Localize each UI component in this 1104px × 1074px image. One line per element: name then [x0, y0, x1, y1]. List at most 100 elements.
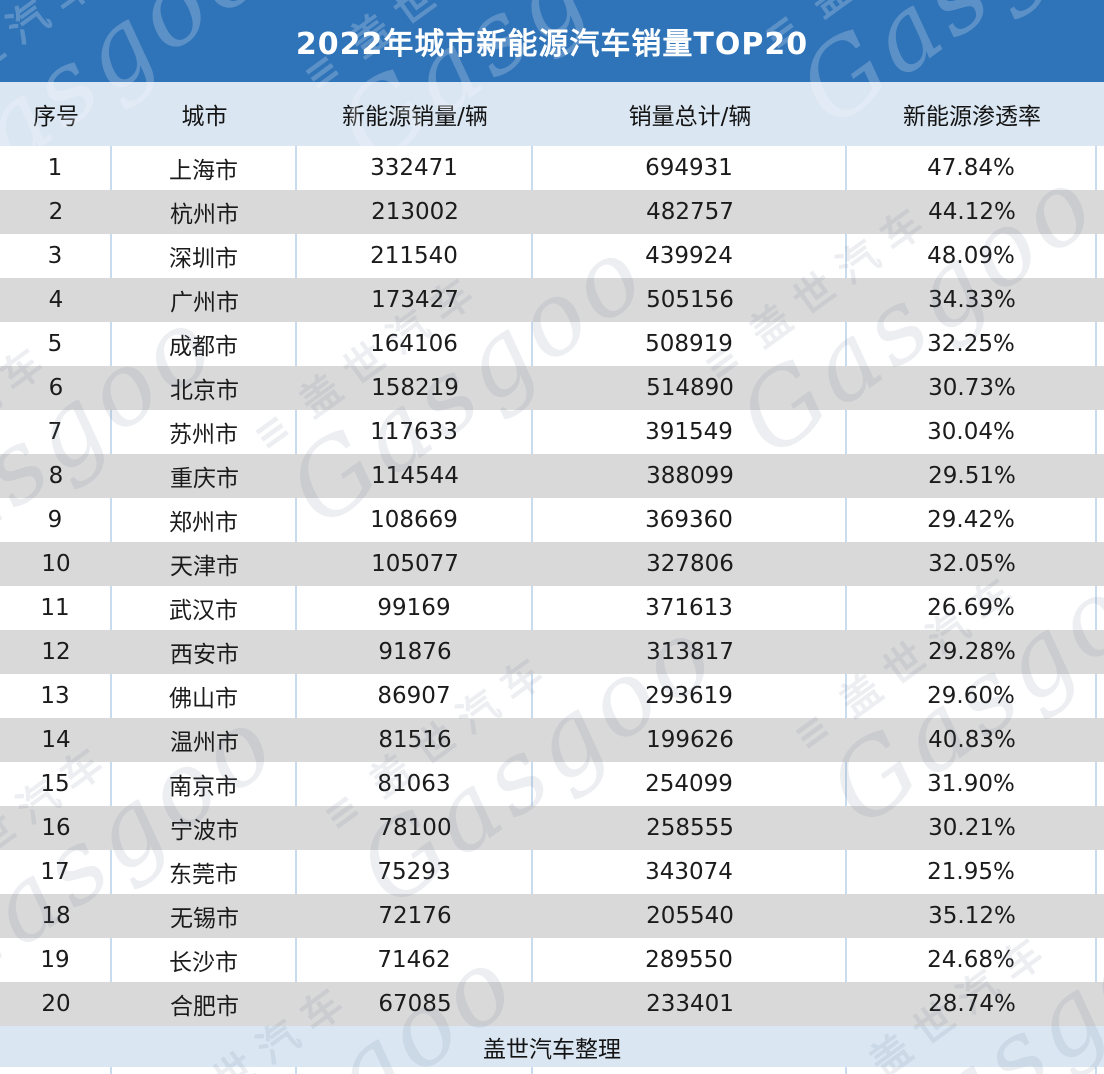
city-cell: 成都市 — [112, 322, 297, 366]
source-note: 盖世汽车整理 — [483, 1036, 621, 1063]
city-cell: 佛山市 — [112, 674, 297, 718]
total-sales-cell: 343074 — [533, 850, 847, 894]
total-sales-cell: 258555 — [646, 815, 734, 841]
row-edge-spacer — [1097, 630, 1104, 674]
penetration-cell: 29.51% — [928, 463, 1016, 489]
row-edge-spacer — [1097, 850, 1104, 894]
total-sales-cell: 289550 — [533, 938, 847, 982]
rank-cell: 7 — [0, 410, 112, 454]
city-cell: 广州市 — [170, 290, 239, 316]
total-sales-cell: 482757 — [646, 199, 734, 225]
rank-cell: 8 — [48, 463, 64, 489]
total-sales-cell: 254099 — [533, 762, 847, 806]
city-cell: 重庆市 — [170, 466, 239, 492]
rank-cell: 1 — [0, 146, 112, 190]
total-sales-cell: 514890 — [646, 375, 734, 401]
row-edge-spacer — [1097, 982, 1104, 1026]
penetration-cell: 47.84% — [847, 146, 1097, 190]
nev-sales-cell: 75293 — [297, 850, 533, 894]
title-bar: 2022年城市新能源汽车销量TOP20 — [0, 0, 1104, 82]
stub-cell — [533, 1067, 847, 1074]
total-sales-cell: 694931 — [533, 146, 847, 190]
table-row: 1 上海市 332471 694931 47.84% — [0, 146, 1104, 190]
row-edge-spacer — [1097, 586, 1104, 630]
rank-cell: 15 — [0, 762, 112, 806]
city-cell: 武汉市 — [112, 586, 297, 630]
row-edge-spacer — [1097, 454, 1104, 498]
penetration-cell: 29.28% — [928, 639, 1016, 665]
stub-cell — [297, 1067, 533, 1074]
city-cell: 上海市 — [112, 146, 297, 190]
nev-sales-cell: 164106 — [297, 322, 533, 366]
rank-cell: 19 — [0, 938, 112, 982]
nev-sales-cell: 211540 — [297, 234, 533, 278]
nev-sales-cell: 67085 — [378, 991, 452, 1017]
city-cell: 宁波市 — [170, 818, 239, 844]
city-cell: 南京市 — [112, 762, 297, 806]
rank-cell: 9 — [0, 498, 112, 542]
table-body: 1 上海市 332471 694931 47.84% 2 杭州市 213002 482757 44… — [0, 146, 1104, 1026]
nev-sales-cell: 332471 — [297, 146, 533, 190]
table-row: 19 长沙市 71462 289550 24.68% — [0, 938, 1104, 982]
penetration-cell: 35.12% — [928, 903, 1016, 929]
penetration-cell: 28.74% — [928, 991, 1016, 1017]
penetration-cell: 48.09% — [847, 234, 1097, 278]
nev-sales-cell: 71462 — [297, 938, 533, 982]
rank-cell: 20 — [41, 991, 71, 1017]
rank-cell: 4 — [48, 287, 64, 313]
nev-sales-cell: 114544 — [371, 463, 459, 489]
row-edge-spacer — [1097, 542, 1104, 586]
city-cell: 东莞市 — [112, 850, 297, 894]
stub-cell — [847, 1067, 1097, 1074]
header-row: 序号 城市 新能源销量/辆 销量总计/辆 新能源渗透率 — [0, 82, 1104, 146]
nev-sales-cell: 173427 — [371, 287, 459, 313]
penetration-cell: 30.73% — [928, 375, 1016, 401]
total-sales-cell: 293619 — [533, 674, 847, 718]
row-edge-spacer — [1097, 718, 1104, 762]
total-sales-cell: 313817 — [646, 639, 734, 665]
table-row: 5 成都市 164106 508919 32.25% — [0, 322, 1104, 366]
table-row: 20 合肥市 67085 233401 28.74% — [0, 982, 1104, 1026]
rank-cell: 18 — [41, 903, 71, 929]
rank-cell: 10 — [41, 551, 71, 577]
total-sales-cell: 327806 — [646, 551, 734, 577]
stub-cell — [112, 1067, 297, 1074]
table-row: 4 广州市 173427 505156 34.33% — [0, 278, 1104, 322]
row-edge-spacer — [1097, 498, 1104, 542]
rank-cell: 12 — [41, 639, 71, 665]
table-row: 6 北京市 158219 514890 30.73% — [0, 366, 1104, 410]
nev-sales-cell: 213002 — [371, 199, 459, 225]
row-edge-spacer — [1097, 146, 1104, 190]
penetration-cell: 29.42% — [847, 498, 1097, 542]
city-cell: 苏州市 — [112, 410, 297, 454]
row-edge-spacer — [1097, 322, 1104, 366]
stub-cell — [0, 1067, 112, 1074]
table-row: 3 深圳市 211540 439924 48.09% — [0, 234, 1104, 278]
city-cell: 郑州市 — [112, 498, 297, 542]
column-header-rank: 序号 — [33, 104, 79, 130]
rank-cell: 11 — [0, 586, 112, 630]
penetration-cell: 24.68% — [847, 938, 1097, 982]
table-row: 15 南京市 81063 254099 31.90% — [0, 762, 1104, 806]
total-sales-cell: 371613 — [533, 586, 847, 630]
nev-sales-cell: 117633 — [297, 410, 533, 454]
city-cell: 温州市 — [170, 730, 239, 756]
row-edge-spacer — [1097, 410, 1104, 454]
city-cell: 合肥市 — [170, 994, 239, 1020]
row-edge-spacer — [1097, 234, 1104, 278]
city-cell: 西安市 — [170, 642, 239, 668]
column-header-total-sales: 销量总计/辆 — [628, 104, 752, 130]
penetration-cell: 40.83% — [928, 727, 1016, 753]
rank-cell: 16 — [41, 815, 71, 841]
table-row: 16 宁波市 78100 258555 30.21% — [0, 806, 1104, 850]
stub-row — [0, 1067, 1104, 1074]
rank-cell: 3 — [0, 234, 112, 278]
total-sales-cell: 199626 — [646, 727, 734, 753]
nev-sales-cell: 86907 — [297, 674, 533, 718]
column-header-city: 城市 — [181, 104, 228, 130]
penetration-cell: 32.25% — [847, 322, 1097, 366]
table-row: 7 苏州市 117633 391549 30.04% — [0, 410, 1104, 454]
nev-sales-cell: 108669 — [297, 498, 533, 542]
column-header-penetration: 新能源渗透率 — [903, 104, 1041, 130]
